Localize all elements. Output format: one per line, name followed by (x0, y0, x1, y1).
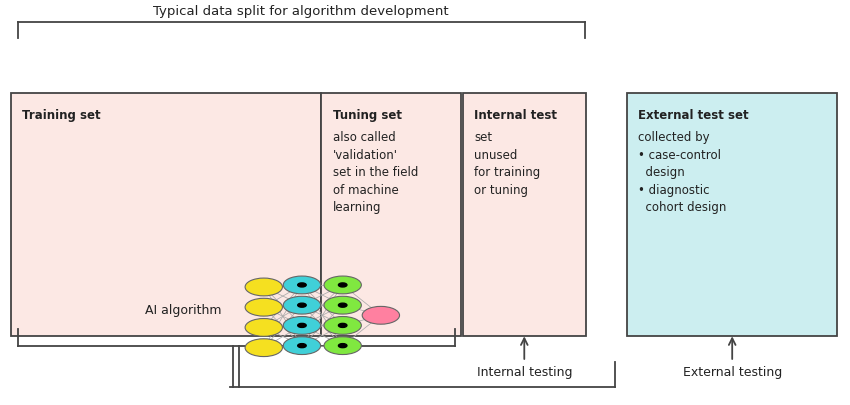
Circle shape (245, 278, 282, 296)
Text: Tuning set: Tuning set (332, 109, 401, 122)
Text: set
unused
for training
or tuning: set unused for training or tuning (474, 131, 541, 196)
Circle shape (283, 296, 320, 314)
Circle shape (298, 303, 306, 307)
Circle shape (338, 344, 347, 348)
Circle shape (324, 317, 361, 335)
Circle shape (362, 307, 399, 324)
Text: Internal testing: Internal testing (477, 365, 572, 378)
Circle shape (324, 296, 361, 314)
FancyBboxPatch shape (321, 94, 462, 336)
Circle shape (283, 337, 320, 355)
Text: also called
'validation'
set in the field
of machine
learning: also called 'validation' set in the fiel… (332, 131, 418, 214)
Circle shape (324, 337, 361, 355)
Text: External testing: External testing (683, 365, 782, 378)
Text: External test set: External test set (638, 109, 749, 122)
Circle shape (338, 283, 347, 287)
Circle shape (298, 324, 306, 328)
Circle shape (283, 317, 320, 335)
Circle shape (324, 276, 361, 294)
Circle shape (338, 324, 347, 328)
Text: collected by
• case-control
  design
• diagnostic
  cohort design: collected by • case-control design • dia… (638, 131, 727, 214)
Text: Internal test: Internal test (474, 109, 558, 122)
Circle shape (298, 344, 306, 348)
FancyBboxPatch shape (463, 94, 586, 336)
Text: Typical data split for algorithm development: Typical data split for algorithm develop… (153, 5, 449, 18)
FancyBboxPatch shape (11, 94, 320, 336)
Circle shape (283, 276, 320, 294)
Circle shape (298, 283, 306, 287)
Circle shape (245, 339, 282, 357)
Circle shape (338, 303, 347, 307)
Text: AI algorithm: AI algorithm (144, 303, 221, 316)
Circle shape (245, 298, 282, 316)
FancyBboxPatch shape (627, 94, 837, 336)
Text: Training set: Training set (22, 109, 100, 122)
Circle shape (245, 319, 282, 337)
